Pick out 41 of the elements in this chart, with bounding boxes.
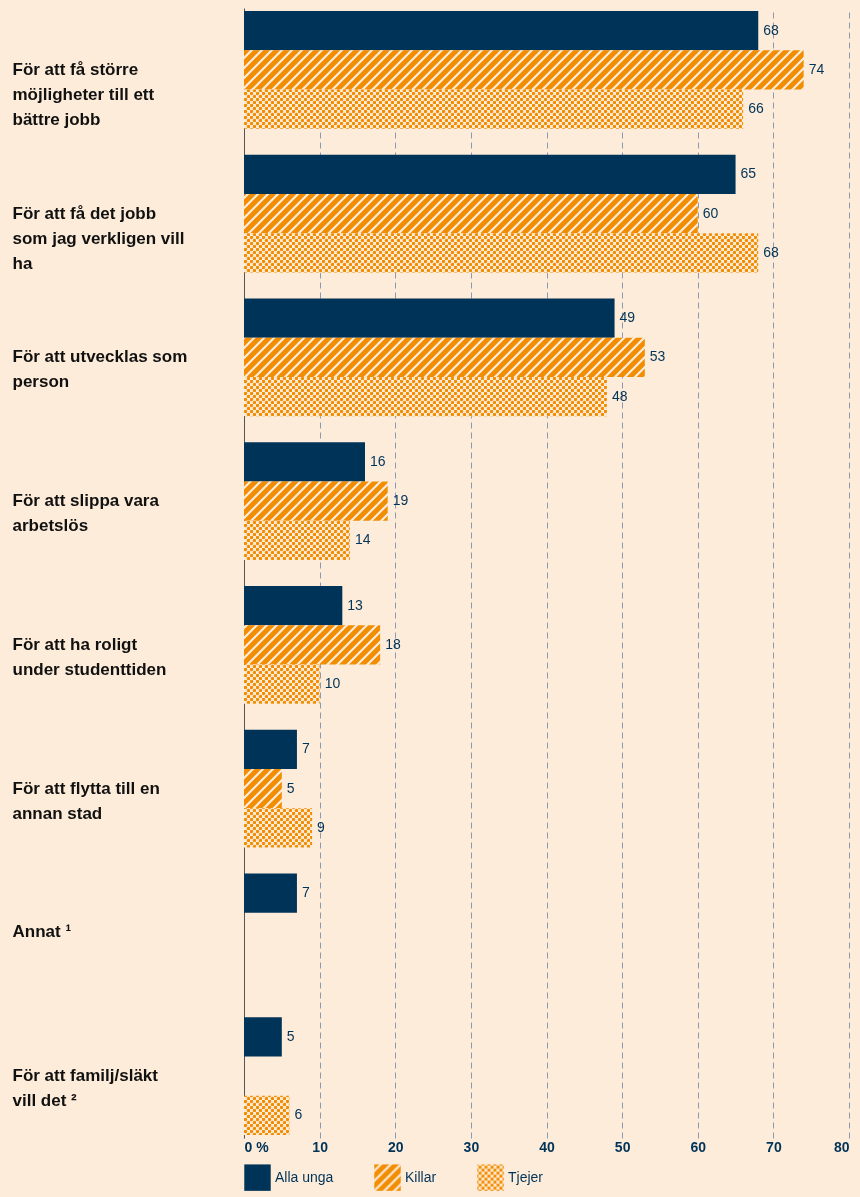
data-label: 53 bbox=[649, 348, 666, 365]
data-label: 6 bbox=[294, 1106, 303, 1123]
y-tick-label: För att få det jobb som jag verkligen vill ha bbox=[12, 203, 185, 273]
data-label: 68 bbox=[763, 243, 780, 260]
x-tick-label: 60 bbox=[690, 1138, 707, 1155]
data-label: 60 bbox=[702, 204, 719, 221]
data-label: 14 bbox=[354, 531, 371, 548]
data-label: 13 bbox=[347, 596, 364, 613]
data-label: 10 bbox=[324, 675, 341, 692]
data-label: 48 bbox=[612, 387, 628, 404]
data-label: 9 bbox=[317, 818, 326, 835]
y-tick-label: För att ha roligt under studenttiden bbox=[12, 634, 167, 679]
x-tick-label: 20 bbox=[387, 1138, 404, 1155]
data-label: 5 bbox=[286, 1027, 295, 1044]
x-tick-label: 80 bbox=[833, 1138, 850, 1155]
data-label: 65 bbox=[740, 165, 757, 182]
legend-label: Alla unga bbox=[275, 1168, 334, 1185]
data-label: 68 bbox=[763, 21, 780, 38]
x-tick-label: 10 bbox=[312, 1138, 329, 1155]
y-tick-label: För att familj/släkt vill det ² bbox=[12, 1066, 159, 1111]
y-tick-label: För att flytta till en annan stad bbox=[12, 778, 160, 823]
legend-label: Tjejer bbox=[508, 1168, 544, 1185]
y-tick-label: För att utvecklas som person bbox=[12, 347, 188, 392]
legend-label: Killar bbox=[405, 1168, 437, 1185]
data-label: 74 bbox=[808, 60, 825, 77]
data-label: 7 bbox=[301, 740, 310, 757]
data-label: 18 bbox=[385, 635, 401, 652]
data-label: 16 bbox=[370, 452, 386, 469]
data-label: 5 bbox=[286, 779, 295, 796]
y-tick-label: Annat ¹ bbox=[12, 922, 72, 942]
x-tick-label: 0 % bbox=[244, 1138, 270, 1155]
x-tick-label: 40 bbox=[539, 1138, 555, 1155]
data-label: 19 bbox=[392, 492, 409, 509]
y-tick-label: För att slippa vara arbetslös bbox=[12, 491, 160, 536]
x-tick-label: 50 bbox=[614, 1138, 631, 1155]
x-tick-label: 70 bbox=[766, 1138, 782, 1155]
data-label: 49 bbox=[619, 309, 636, 326]
x-tick-label: 30 bbox=[463, 1138, 480, 1155]
y-tick-label: För att få större möjligheter till ett bättre jobb bbox=[12, 59, 155, 129]
data-label: 7 bbox=[301, 884, 310, 901]
data-label: 66 bbox=[748, 100, 764, 117]
